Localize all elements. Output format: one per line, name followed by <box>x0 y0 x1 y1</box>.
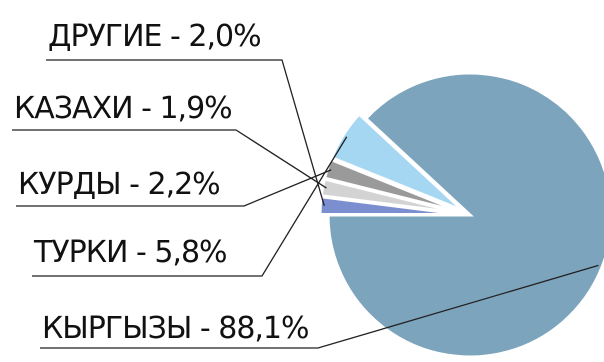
leader-line-0 <box>40 264 599 349</box>
label-kurdy: КУРДЫ - 2,2% <box>18 167 220 202</box>
slice-labels: КЫРГЫЗЫ - 88,1% ТУРКИ - 5,8% КУРДЫ - 2,2… <box>14 19 310 346</box>
leader-line-3 <box>12 129 327 189</box>
leader-line-2 <box>16 169 332 207</box>
slice-0 <box>326 71 604 359</box>
label-turki: ТУРКИ - 5,8% <box>33 235 227 270</box>
label-kyrgyzy: КЫРГЫЗЫ - 88,1% <box>42 311 309 346</box>
slice-1 <box>329 112 465 213</box>
leader-lines <box>12 59 599 349</box>
label-kazakhi: КАЗАХИ - 1,9% <box>14 91 232 126</box>
leader-line-4 <box>46 59 325 207</box>
pie-slices <box>318 71 604 359</box>
label-drugie: ДРУГИЕ - 2,0% <box>48 19 261 54</box>
